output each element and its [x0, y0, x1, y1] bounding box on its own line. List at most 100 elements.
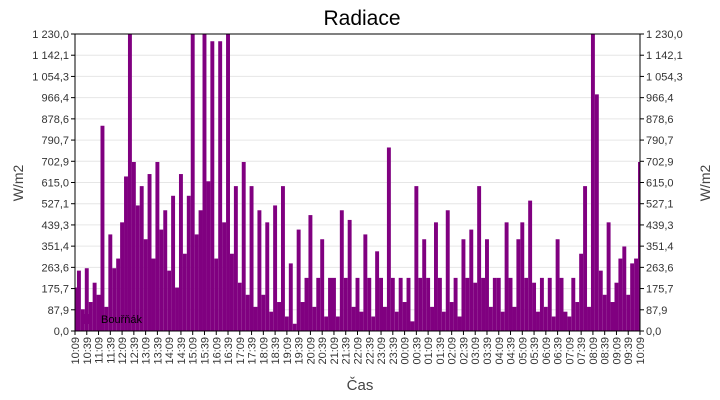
- data-bar: [347, 219, 352, 331]
- data-bar: [131, 161, 136, 331]
- data-bar: [630, 263, 635, 331]
- y-tick-label-right: 175,7: [646, 284, 674, 296]
- data-bar: [473, 282, 478, 331]
- data-bar: [198, 210, 203, 331]
- y-tick-label-left: 175,7: [41, 284, 69, 296]
- x-tick-label: 04:09: [494, 337, 506, 365]
- data-bar: [449, 302, 454, 331]
- data-bar: [453, 277, 458, 331]
- x-tick-label: 02:09: [447, 337, 459, 365]
- data-bar: [418, 277, 423, 331]
- x-tick-label: 23:39: [388, 337, 400, 365]
- y-tick-label-right: 351,4: [646, 241, 674, 253]
- data-bar: [331, 277, 336, 331]
- y-tick-label-left: 878,6: [41, 114, 69, 126]
- data-bar: [229, 253, 234, 331]
- y-tick-label-right: 439,3: [646, 220, 674, 232]
- x-tick-label: 15:09: [188, 337, 200, 365]
- y-axis-label-left: W/m2: [10, 165, 26, 202]
- y-tick-label-right: 0,0: [646, 326, 661, 338]
- data-bar: [610, 302, 615, 331]
- x-tick-label: 06:09: [541, 337, 553, 365]
- data-bar: [190, 34, 195, 331]
- x-axis-label: Čas: [347, 377, 374, 394]
- data-bar: [481, 277, 486, 331]
- y-tick-label-left: 527,1: [41, 199, 69, 211]
- y-tick-label-right: 527,1: [646, 199, 674, 211]
- y-tick-label-left: 1 142,1: [32, 50, 69, 62]
- x-tick-label: 00:39: [411, 337, 423, 365]
- data-bar: [178, 174, 183, 331]
- x-tick-label: 05:09: [517, 337, 529, 365]
- data-bar: [528, 200, 533, 331]
- data-bar: [371, 316, 376, 331]
- data-bar: [543, 306, 548, 331]
- data-bar: [536, 311, 540, 331]
- y-axis-label-right: W/m2: [697, 165, 713, 202]
- data-bar: [406, 277, 411, 331]
- y-axis-ticks: 0,0 0,0 87,9 87,9 175,7 175,7 263,6 263,6 351,4 3…: [32, 29, 682, 338]
- data-bar: [386, 147, 391, 331]
- x-tick-label: 07:09: [564, 337, 576, 365]
- data-bar: [379, 277, 384, 331]
- y-tick-label-left: 0,0: [54, 326, 69, 338]
- data-bar: [437, 277, 442, 331]
- x-axis-ticks: 10:09 10:39 11:09 11:39 12:09 12:39 13:09 13:39…: [70, 331, 647, 365]
- data-bar: [241, 161, 246, 331]
- x-tick-label: 10:39: [82, 337, 94, 365]
- data-bar: [571, 277, 576, 331]
- data-bar: [328, 277, 332, 331]
- data-bar: [512, 306, 517, 331]
- y-tick-label-left: 439,3: [41, 220, 69, 232]
- grid: [75, 33, 640, 332]
- x-tick-label: 19:09: [282, 337, 294, 365]
- data-bar: [394, 311, 399, 331]
- data-bar: [316, 277, 321, 331]
- data-bar: [508, 277, 513, 331]
- data-bar: [155, 161, 160, 331]
- data-bar: [269, 311, 274, 331]
- x-tick-label: 14:09: [164, 337, 176, 365]
- data-bar: [402, 302, 407, 331]
- data-bar: [516, 239, 521, 331]
- data-bar: [504, 222, 509, 331]
- data-bar: [108, 234, 113, 331]
- x-tick-label: 03:09: [470, 337, 482, 365]
- data-bar: [222, 222, 227, 331]
- data-bar: [559, 277, 564, 331]
- data-bar: [324, 316, 329, 331]
- data-bar: [100, 125, 105, 331]
- data-bar: [124, 176, 128, 331]
- data-bar: [614, 282, 619, 331]
- x-tick-label: 00:09: [400, 337, 412, 365]
- y-tick-label-right: 615,0: [646, 178, 674, 190]
- y-tick-label-right: 702,9: [646, 156, 674, 168]
- data-bar: [194, 234, 199, 331]
- data-bar: [500, 311, 505, 331]
- data-bar: [304, 277, 309, 331]
- data-bar: [147, 174, 152, 331]
- x-tick-label: 21:09: [329, 337, 341, 365]
- data-bar: [159, 229, 164, 331]
- data-bar: [186, 195, 191, 331]
- data-bar: [84, 268, 89, 331]
- data-bar: [496, 277, 501, 331]
- data-bar: [461, 239, 466, 331]
- y-tick-label-right: 878,6: [646, 114, 674, 126]
- x-tick-label: 17:39: [247, 337, 259, 365]
- data-bar: [171, 195, 176, 331]
- y-tick-label-left: 1 230,0: [32, 29, 69, 41]
- data-bar: [594, 94, 599, 332]
- data-bar: [532, 282, 537, 331]
- data-bar: [638, 161, 640, 331]
- data-bar: [339, 210, 344, 331]
- data-bar: [182, 253, 187, 331]
- data-bar: [539, 277, 544, 331]
- x-tick-label: 16:09: [211, 337, 223, 365]
- data-bar: [579, 253, 584, 331]
- data-bar: [430, 306, 435, 331]
- y-tick-label-right: 790,7: [646, 135, 674, 147]
- data-bar: [457, 316, 462, 331]
- x-tick-label: 17:09: [235, 337, 247, 365]
- data-bar: [175, 287, 179, 331]
